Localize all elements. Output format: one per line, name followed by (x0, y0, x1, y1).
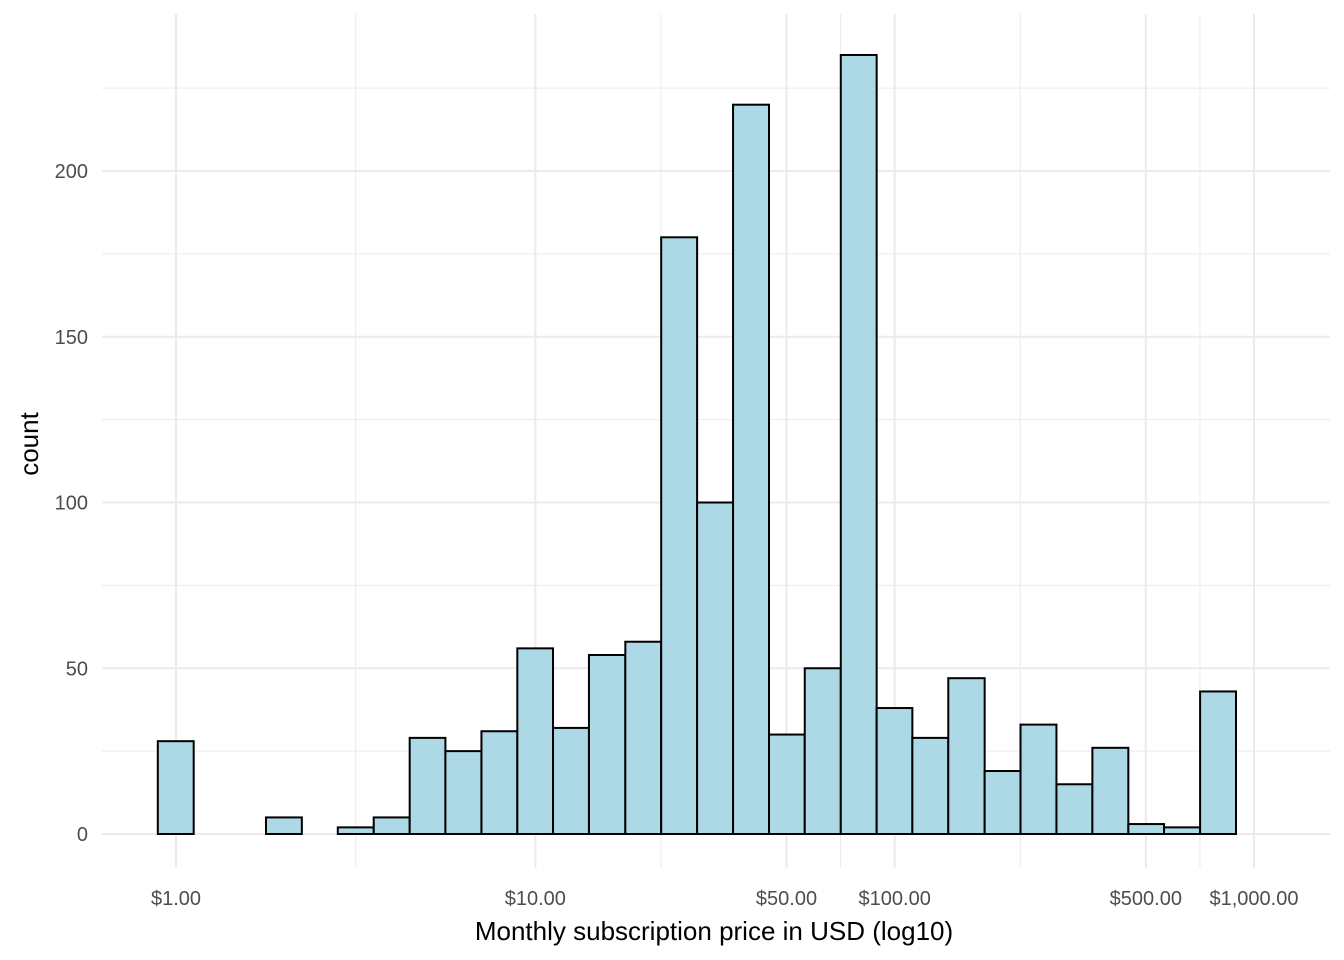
histogram-bar (1055, 783, 1094, 836)
y-tick-label: 200 (55, 161, 88, 183)
x-tick-label: $50.00 (756, 888, 817, 910)
x-tick-label: $1,000.00 (1210, 888, 1299, 910)
histogram-bars (156, 53, 1237, 836)
histogram-bar (156, 740, 195, 835)
histogram-bar (732, 103, 771, 835)
histogram-bar (408, 736, 447, 835)
histogram-bar (696, 501, 735, 835)
histogram-bar (552, 726, 590, 835)
histogram-bar (480, 730, 519, 835)
x-tick-label: $500.00 (1110, 888, 1182, 910)
histogram-bar (803, 667, 842, 835)
y-axis-tick-labels: 0 50 100 150 200 (55, 161, 88, 846)
y-tick-label: 100 (55, 493, 88, 515)
histogram-bar (1019, 723, 1058, 835)
histogram-bar (1091, 746, 1130, 835)
histogram-bar (839, 53, 878, 836)
histogram-bar (947, 677, 986, 835)
y-tick-label: 50 (66, 658, 88, 680)
x-tick-label: $1.00 (151, 888, 201, 910)
histogram-bar (336, 826, 375, 835)
histogram-bar (1199, 690, 1237, 836)
histogram-bar (372, 816, 411, 835)
x-tick-label: $100.00 (859, 888, 931, 910)
histogram-bar (875, 707, 914, 836)
histogram-bar (624, 640, 663, 835)
histogram-bar (1127, 823, 1166, 835)
histogram-bar (516, 647, 555, 835)
histogram-bar (587, 653, 627, 835)
x-axis-title: Monthly subscription price in USD (log10… (475, 916, 953, 946)
y-axis-title: count (14, 411, 44, 475)
histogram-bar (911, 736, 950, 835)
y-tick-label: 0 (77, 824, 88, 846)
y-tick-label: 150 (55, 327, 88, 349)
histogram-bar (1163, 826, 1202, 835)
histogram-bar (444, 750, 483, 836)
histogram-bar (660, 236, 699, 836)
histogram-bar (768, 733, 806, 835)
histogram-bar (264, 816, 303, 835)
x-tick-label: $10.00 (505, 888, 566, 910)
histogram-bar (983, 770, 1022, 836)
x-axis-tick-labels: $1.00 $10.00 $50.00 $100.00 $500.00 $1,000.00 (151, 888, 1299, 910)
